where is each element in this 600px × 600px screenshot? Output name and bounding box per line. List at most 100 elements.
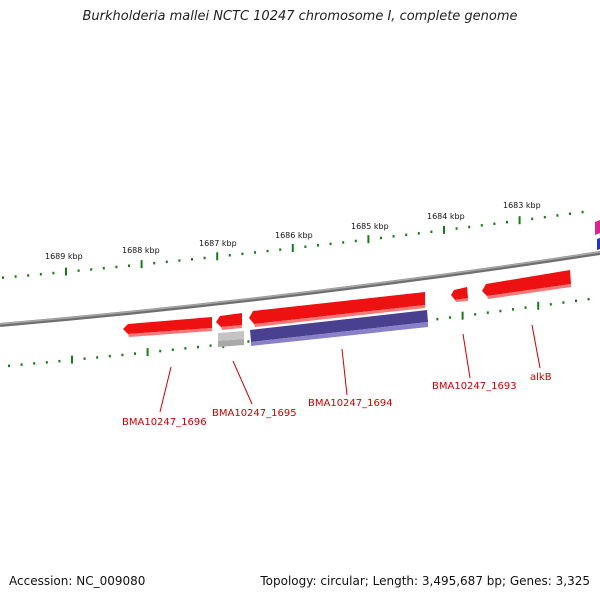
lower-scale-minor-tick bbox=[83, 357, 86, 360]
gene-BMA10247-1694-reverse[interactable] bbox=[250, 310, 428, 342]
gene-BMA10247-1695[interactable] bbox=[216, 313, 242, 327]
lower-scale-minor-tick bbox=[96, 356, 99, 359]
lower-scale-minor-tick bbox=[524, 306, 527, 309]
upper-scale-minor-tick bbox=[52, 271, 55, 275]
gene-alkB[interactable] bbox=[482, 270, 571, 296]
lower-scale-minor-tick bbox=[159, 349, 162, 353]
gene-label-alkB: alkB bbox=[530, 372, 552, 383]
lower-scale-minor-tick bbox=[549, 303, 552, 306]
feature-gray[interactable] bbox=[218, 331, 244, 341]
upper-scale-minor-tick bbox=[405, 233, 408, 237]
scale-labels: 1689 kbp 1688 kbp 1687 kbp 1686 kbp 1685… bbox=[45, 201, 541, 261]
upper-scale-minor-tick bbox=[329, 242, 332, 246]
upper-scale-minor-tick bbox=[317, 244, 319, 247]
scale-label-1683: 1683 kbp bbox=[503, 201, 541, 210]
upper-scale-minor-tick bbox=[228, 254, 231, 257]
lower-scale-minor-tick bbox=[512, 308, 514, 311]
upper-scale-minor-tick bbox=[165, 260, 168, 264]
lower-scale-major-tick bbox=[461, 311, 464, 320]
upper-scale-major-tick bbox=[518, 216, 521, 225]
upper-scale-minor-tick bbox=[493, 222, 496, 225]
edge-feature-blue bbox=[597, 238, 600, 250]
upper-scale-minor-tick bbox=[430, 230, 433, 233]
genome-summary-text: Topology: circular; Length: 3,495,687 bp… bbox=[260, 574, 590, 588]
lower-scale-minor-tick bbox=[33, 362, 36, 365]
lower-scale-minor-tick bbox=[575, 299, 577, 303]
upper-scale-minor-tick bbox=[531, 217, 534, 221]
lower-scale-minor-tick bbox=[449, 316, 451, 319]
lower-scale-minor-tick bbox=[58, 359, 61, 363]
scale-label-1684: 1684 kbp bbox=[427, 212, 465, 221]
upper-scale-minor-tick bbox=[178, 259, 181, 262]
upper-scale-minor-tick bbox=[380, 236, 382, 240]
upper-scale-minor-tick bbox=[2, 276, 4, 279]
scale-label-1685: 1685 kbp bbox=[351, 222, 389, 231]
lower-scale-minor-tick bbox=[134, 352, 136, 355]
gene-label-BMA10247-1693: BMA10247_1693 bbox=[432, 381, 517, 392]
upper-scale-minor-tick bbox=[39, 273, 42, 276]
upper-scale-major-tick bbox=[216, 252, 219, 261]
upper-scale-minor-tick bbox=[304, 245, 307, 248]
upper-scale-minor-tick bbox=[468, 225, 471, 229]
upper-scale-major-tick bbox=[65, 267, 67, 276]
upper-scale-minor-tick bbox=[354, 239, 357, 243]
upper-scale-minor-tick bbox=[77, 269, 80, 272]
gene-label-BMA10247-1695: BMA10247_1695 bbox=[212, 408, 297, 419]
upper-scale-minor-tick bbox=[417, 232, 420, 235]
upper-scale-minor-tick bbox=[506, 220, 508, 224]
upper-scale-minor-tick bbox=[342, 241, 345, 244]
upper-scale-major-tick bbox=[291, 244, 294, 252]
upper-scale-minor-tick bbox=[153, 261, 156, 265]
lower-scale-minor-tick bbox=[474, 313, 477, 316]
map-title: Burkholderia mallei NCTC 10247 chromosom… bbox=[82, 9, 518, 24]
upper-scale-minor-tick bbox=[279, 248, 282, 251]
upper-scale-minor-tick bbox=[115, 265, 118, 269]
upper-scale-ticks bbox=[2, 210, 584, 279]
gene-BMA10247-1693[interactable] bbox=[451, 287, 468, 300]
lower-scale-minor-tick bbox=[45, 361, 48, 364]
upper-scale-minor-tick bbox=[102, 267, 105, 270]
upper-scale-minor-tick bbox=[90, 268, 93, 271]
lower-scale-minor-tick bbox=[8, 364, 10, 368]
upper-scale-minor-tick bbox=[27, 274, 30, 277]
scale-label-1688: 1688 kbp bbox=[122, 246, 160, 255]
lower-scale-minor-tick bbox=[197, 345, 199, 349]
upper-scale-minor-tick bbox=[203, 256, 206, 260]
lower-scale-minor-tick bbox=[436, 317, 439, 321]
upper-scale-major-tick bbox=[140, 260, 143, 269]
upper-scale-minor-tick bbox=[392, 235, 395, 238]
lower-scale-major-tick bbox=[71, 355, 73, 364]
gene-BMA10247-1694-forward[interactable] bbox=[249, 292, 425, 324]
scale-label-1689: 1689 kbp bbox=[45, 252, 83, 261]
gene-label-BMA10247-1696: BMA10247_1696 bbox=[122, 417, 207, 428]
chromosome-backbone bbox=[0, 251, 600, 327]
lower-scale-minor-tick bbox=[121, 353, 124, 357]
upper-scale-minor-tick bbox=[14, 275, 17, 278]
lower-scale-major-tick bbox=[146, 348, 149, 357]
lower-scale-minor-tick bbox=[587, 297, 590, 301]
label-leaders bbox=[159, 324, 541, 413]
upper-scale-major-tick bbox=[443, 225, 445, 234]
scale-label-1687: 1687 kbp bbox=[199, 239, 237, 248]
lower-scale-minor-tick bbox=[486, 311, 489, 314]
upper-scale-minor-tick bbox=[569, 212, 571, 215]
upper-scale-major-tick bbox=[367, 235, 370, 244]
lower-scale-minor-tick bbox=[108, 354, 111, 358]
upper-scale-minor-tick bbox=[543, 215, 546, 219]
reverse-genes bbox=[218, 310, 428, 347]
upper-scale-minor-tick bbox=[556, 214, 559, 217]
gene-label-BMA10247-1694: BMA10247_1694 bbox=[308, 398, 393, 409]
edge-feature-magenta bbox=[595, 220, 600, 235]
lower-scale-minor-tick bbox=[499, 309, 502, 313]
accession-text: Accession: NC_009080 bbox=[9, 574, 146, 588]
upper-scale-minor-tick bbox=[254, 251, 256, 254]
gene-BMA10247-1696[interactable] bbox=[123, 317, 212, 334]
upper-scale-minor-tick bbox=[191, 258, 193, 261]
upper-scale-minor-tick bbox=[581, 210, 584, 214]
upper-scale-minor-tick bbox=[480, 224, 483, 227]
lower-scale-minor-tick bbox=[20, 363, 23, 366]
gene-labels: BMA10247_1696 BMA10247_1695 BMA10247_169… bbox=[122, 372, 552, 428]
lower-scale-minor-tick bbox=[209, 344, 212, 347]
